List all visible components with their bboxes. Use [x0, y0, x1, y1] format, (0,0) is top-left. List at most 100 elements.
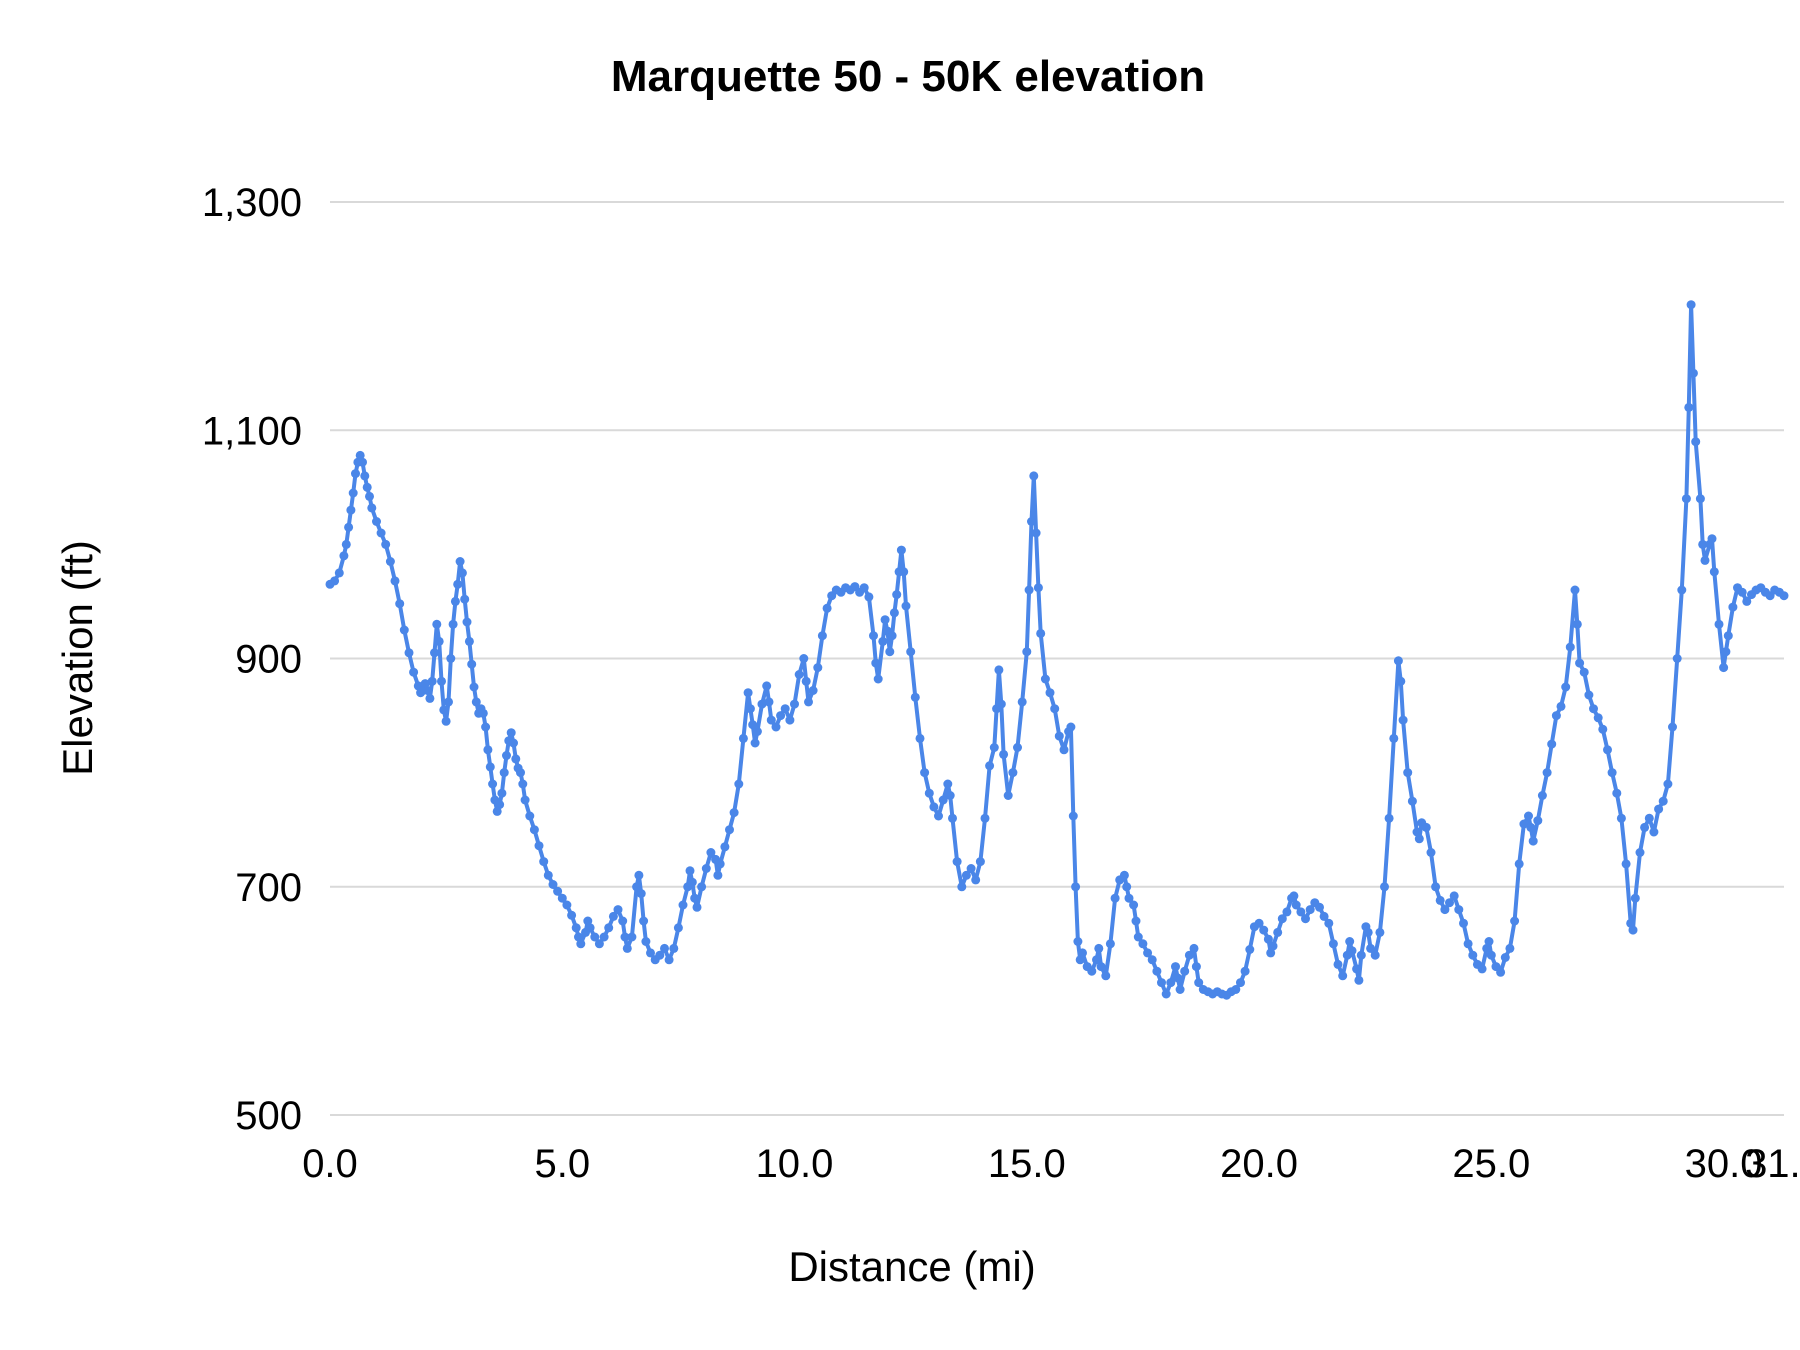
- data-point: [1649, 827, 1659, 837]
- data-point: [1017, 697, 1027, 707]
- data-point: [567, 910, 577, 920]
- data-point: [975, 857, 985, 867]
- data-point: [938, 795, 948, 805]
- data-point: [706, 848, 716, 857]
- data-point: [1445, 898, 1454, 908]
- data-point: [1579, 667, 1589, 677]
- x-tick-label: 15.0: [988, 1142, 1066, 1186]
- data-point: [934, 811, 943, 821]
- y-tick-label: 1,100: [202, 409, 302, 453]
- data-point: [1105, 939, 1115, 949]
- data-point: [994, 665, 1004, 675]
- x-tick-label: 25.0: [1452, 1142, 1530, 1186]
- data-point: [1572, 619, 1582, 629]
- x-tick-label: 0.0: [302, 1142, 358, 1186]
- data-point: [910, 692, 920, 702]
- data-point: [1268, 941, 1278, 951]
- data-point: [509, 738, 518, 748]
- data-point: [502, 751, 511, 760]
- data-point: [801, 676, 811, 686]
- data-point: [1240, 966, 1250, 976]
- data-point: [1412, 827, 1422, 837]
- data-point: [1635, 848, 1645, 857]
- data-point: [344, 522, 354, 532]
- data-point: [1194, 978, 1204, 988]
- data-point: [613, 905, 623, 915]
- data-point: [1737, 587, 1747, 597]
- data-point: [618, 916, 628, 926]
- data-point: [590, 932, 600, 942]
- data-point: [1319, 911, 1329, 921]
- data-point: [1556, 701, 1566, 711]
- data-point: [346, 505, 356, 515]
- data-point: [697, 882, 707, 892]
- data-point: [1328, 939, 1338, 949]
- data-point: [1459, 918, 1468, 928]
- data-point: [1496, 967, 1506, 977]
- data-point: [1124, 893, 1134, 903]
- data-point: [365, 491, 374, 501]
- data-point: [1621, 859, 1631, 869]
- data-point: [764, 697, 774, 707]
- data-point: [462, 617, 472, 627]
- data-point: [738, 733, 748, 743]
- data-point: [1684, 402, 1694, 412]
- data-point: [520, 795, 530, 805]
- data-point: [529, 825, 539, 835]
- data-point: [594, 939, 604, 949]
- data-point: [1514, 859, 1524, 869]
- data-point: [1087, 966, 1097, 976]
- data-point: [1463, 939, 1473, 949]
- data-point: [376, 528, 386, 538]
- data-point: [996, 699, 1006, 709]
- data-point: [1707, 534, 1717, 544]
- data-point: [1403, 768, 1413, 778]
- data-point: [901, 601, 911, 611]
- data-point: [1254, 918, 1264, 928]
- data-point: [1189, 943, 1199, 953]
- data-point: [1644, 813, 1654, 823]
- data-point: [1301, 914, 1310, 924]
- data-point: [1668, 722, 1677, 732]
- data-point: [1073, 937, 1083, 946]
- data-point: [434, 636, 444, 646]
- data-point: [1138, 939, 1148, 949]
- data-point: [685, 866, 695, 876]
- data-point: [785, 715, 795, 725]
- data-point: [488, 779, 498, 789]
- data-point: [646, 948, 655, 958]
- data-point: [869, 631, 878, 641]
- data-point: [518, 779, 528, 789]
- data-point: [574, 932, 583, 942]
- data-point: [989, 743, 999, 752]
- y-tick-label: 500: [235, 1094, 302, 1138]
- data-point: [1584, 690, 1594, 700]
- data-point: [1616, 813, 1626, 823]
- data-point: [1370, 950, 1380, 960]
- data-point: [1547, 739, 1557, 749]
- data-point: [1245, 945, 1255, 954]
- data-point: [390, 576, 400, 586]
- data-point: [1714, 619, 1724, 629]
- data-point: [725, 825, 734, 835]
- data-point: [1024, 585, 1034, 595]
- data-point: [980, 813, 990, 823]
- data-point: [385, 557, 395, 566]
- data-point: [339, 551, 349, 561]
- data-point: [395, 599, 405, 609]
- data-point: [1598, 724, 1608, 734]
- data-point: [534, 841, 544, 851]
- data-point: [1505, 943, 1515, 953]
- data-point: [557, 893, 567, 903]
- data-point: [1180, 966, 1190, 976]
- data-point: [1068, 811, 1078, 821]
- data-point: [516, 768, 525, 778]
- data-point: [690, 893, 700, 903]
- data-point: [678, 900, 688, 910]
- data-point: [924, 788, 934, 798]
- data-point: [1500, 953, 1510, 962]
- data-point: [1414, 834, 1424, 844]
- data-point: [1184, 950, 1194, 960]
- data-point: [920, 768, 930, 778]
- data-point: [1663, 779, 1673, 789]
